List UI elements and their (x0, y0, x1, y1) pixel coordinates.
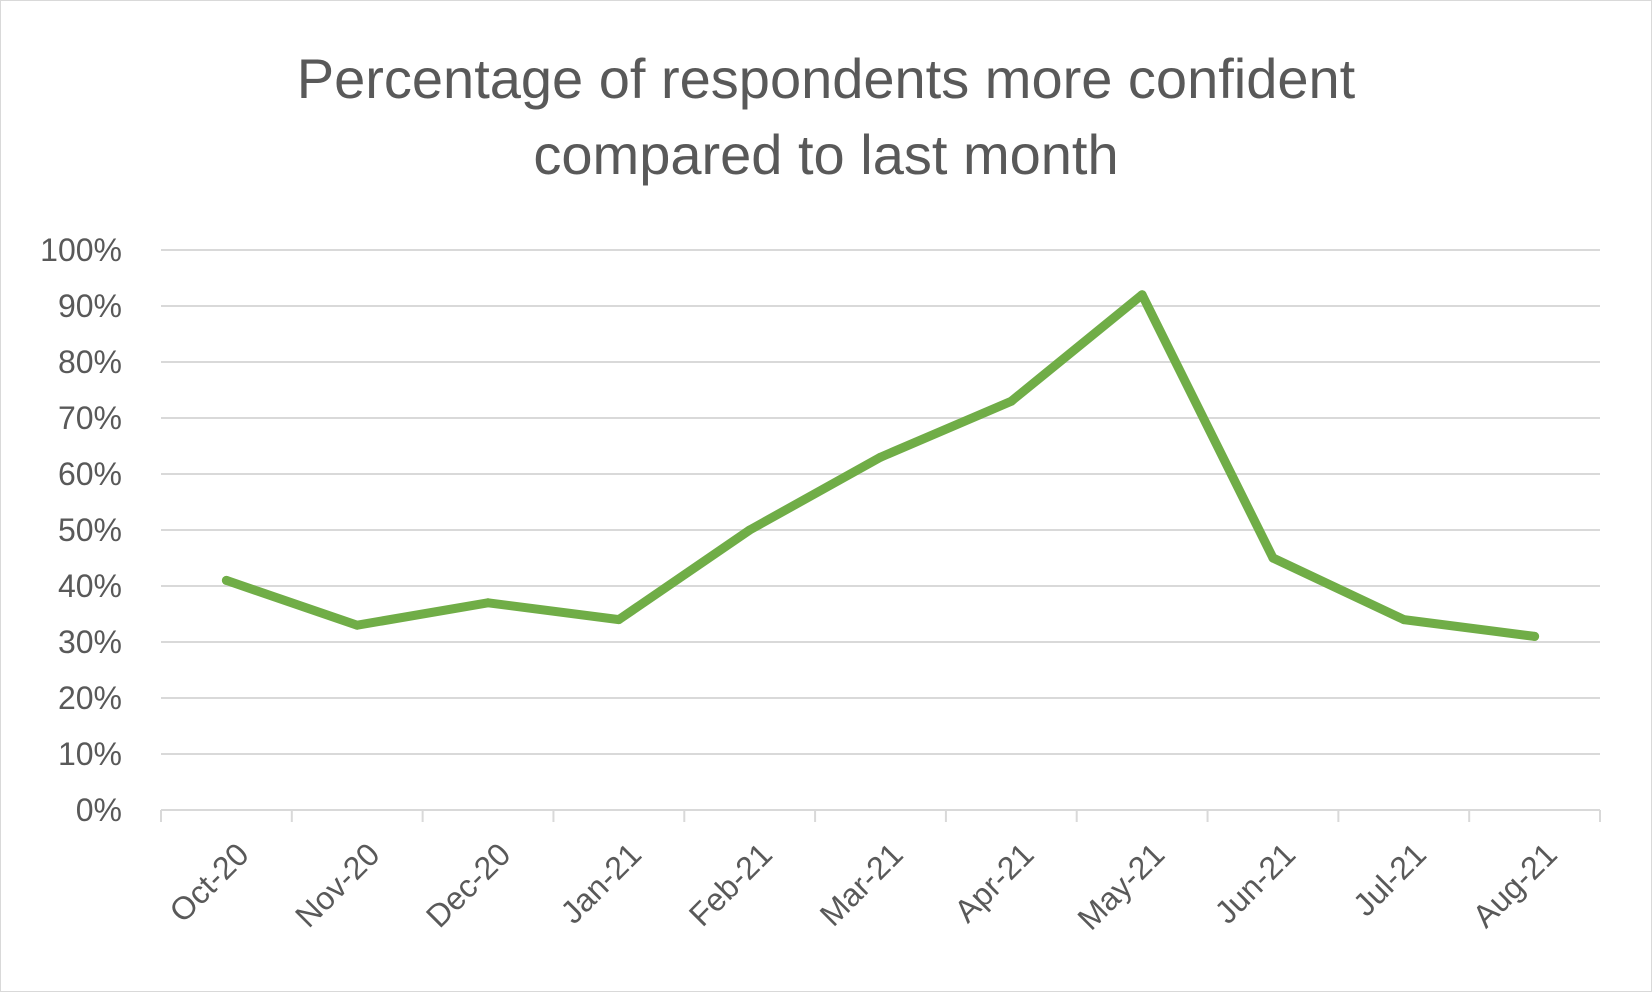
data-point (1530, 631, 1540, 641)
data-point (745, 525, 755, 535)
y-tick-label: 10% (58, 736, 122, 772)
data-point (483, 598, 493, 608)
y-tick-label: 80% (58, 344, 122, 380)
grid-lines (161, 249, 1600, 755)
x-tick-label: Jan-21 (554, 836, 649, 931)
chart-title-line-1: Percentage of respondents more confident (296, 47, 1356, 110)
data-point (1006, 396, 1016, 406)
x-tick-label: Dec-20 (419, 836, 517, 934)
y-tick-label: 30% (58, 624, 122, 660)
x-tick-label: Jun-21 (1208, 836, 1303, 931)
data-point (1399, 615, 1409, 625)
x-tick-label: May-21 (1071, 836, 1172, 937)
data-point (876, 452, 885, 462)
x-tick-label: Apr-21 (947, 836, 1040, 929)
x-tick-label: Nov-20 (288, 836, 386, 934)
series-group (221, 290, 1540, 641)
y-tick-label: 20% (58, 680, 122, 716)
x-tick-label: Feb-21 (682, 836, 779, 933)
data-point (614, 615, 624, 625)
data-point (221, 575, 231, 585)
x-tick-label: Aug-21 (1465, 836, 1563, 934)
x-axis: Oct-20 Nov-20 Dec-20 Jan-21 Feb-21 Mar-21 Apr-… (160, 809, 1601, 937)
data-point (1268, 553, 1278, 563)
chart-title: Percentage of respondents more confident… (1, 41, 1651, 193)
y-tick-label: 70% (58, 400, 122, 436)
x-tick-label: Mar-21 (813, 836, 910, 933)
y-tick-label: 0% (76, 792, 122, 828)
x-tick-label: Jul-21 (1346, 836, 1433, 923)
data-point (1137, 290, 1147, 300)
y-tick-label: 60% (58, 456, 122, 492)
y-tick-label: 50% (58, 512, 122, 548)
y-axis: 0% 10% 20% 30% 40% 50% 60% 70% 80% 90% 100% (40, 232, 122, 828)
data-point (352, 620, 362, 630)
x-tick-label: Oct-20 (162, 836, 255, 929)
y-tick-label: 100% (40, 232, 122, 268)
chart-title-line-2: compared to last month (533, 123, 1119, 186)
y-tick-label: 40% (58, 568, 122, 604)
y-tick-label: 90% (58, 288, 122, 324)
